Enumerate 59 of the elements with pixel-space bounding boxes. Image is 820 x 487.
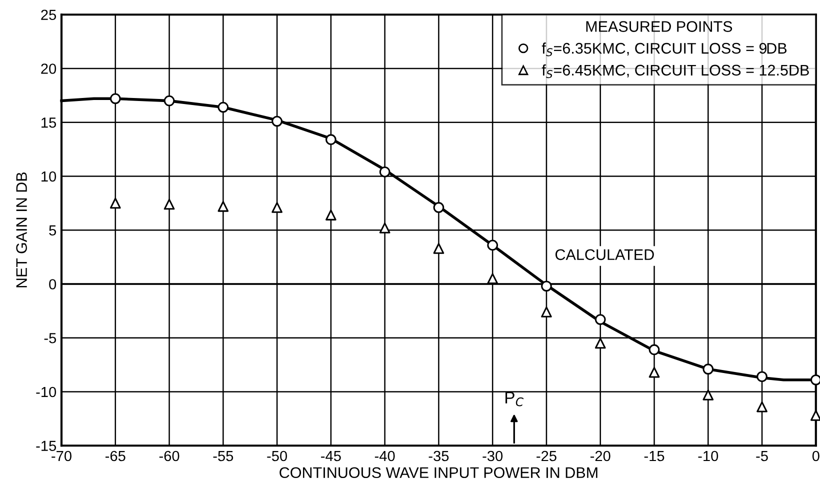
point: [164, 95, 175, 106]
x-tick-label: 0: [812, 450, 820, 462]
point: [648, 366, 660, 378]
point: [541, 306, 552, 318]
x-tick-label: -5: [756, 451, 768, 462]
point: [487, 240, 498, 251]
point: [164, 198, 175, 210]
point: [433, 202, 444, 213]
y-tick-label: 20: [41, 64, 56, 74]
x-tick-label: -30: [482, 450, 503, 462]
annotation: P$_{C}$: [506, 392, 524, 406]
point: [702, 390, 714, 400]
y-tick-label: 5: [49, 225, 56, 236]
point: [594, 314, 606, 325]
annotation: CALCULATED: [555, 249, 654, 260]
point: [379, 166, 390, 178]
point: [594, 338, 606, 349]
x-tick-label: -15: [644, 451, 664, 462]
legend-label: f$_{S}$=6.35KMC, CIRCUIT LOSS = 9DB: [542, 42, 787, 56]
point: [433, 243, 444, 254]
y-tick-label: 15: [42, 118, 56, 128]
x-tick-label: -25: [536, 450, 556, 462]
point: [379, 222, 390, 234]
y-tick-label: 10: [42, 171, 56, 182]
point: [218, 200, 229, 212]
point: [487, 273, 498, 284]
legend-title: MEASURED POINTS: [586, 21, 732, 32]
y-tick-label: -10: [36, 386, 56, 398]
y-tick-label: -5: [44, 333, 56, 344]
point: [702, 364, 714, 375]
x-tick-label: -70: [52, 450, 72, 462]
x-tick-label: -20: [590, 450, 610, 462]
x-tick-label: -65: [105, 450, 126, 462]
point: [272, 202, 282, 213]
point: [810, 410, 820, 421]
y-tick-label: -15: [36, 440, 56, 452]
point: [110, 93, 121, 104]
x-tick-label: -45: [321, 451, 341, 462]
x-tick-label: -10: [698, 450, 718, 462]
point: [218, 102, 229, 113]
point: [110, 198, 121, 209]
point: [756, 371, 768, 382]
y-tick-label: 25: [41, 10, 56, 20]
x-tick-label: -60: [159, 450, 180, 462]
x-axis-title: CONTINUOUS WAVE INPUT POWER IN DBM: [280, 467, 598, 478]
x-tick-label: -40: [374, 450, 395, 462]
x-tick-label: -35: [428, 450, 449, 462]
point: [756, 401, 768, 412]
point: [810, 374, 820, 386]
point: [541, 280, 552, 292]
x-tick-label: -55: [213, 451, 234, 462]
y-tick-label: 0: [49, 279, 56, 290]
legend-label: f$_{S}$=6.45KMC, CIRCUIT LOSS = 12.5DB: [542, 64, 809, 78]
point: [272, 116, 282, 127]
point: [326, 210, 336, 220]
point: [648, 344, 660, 356]
y-axis-title: NET GAIN IN DB: [16, 172, 27, 288]
point: [326, 134, 336, 146]
x-tick-label: -50: [267, 450, 288, 462]
